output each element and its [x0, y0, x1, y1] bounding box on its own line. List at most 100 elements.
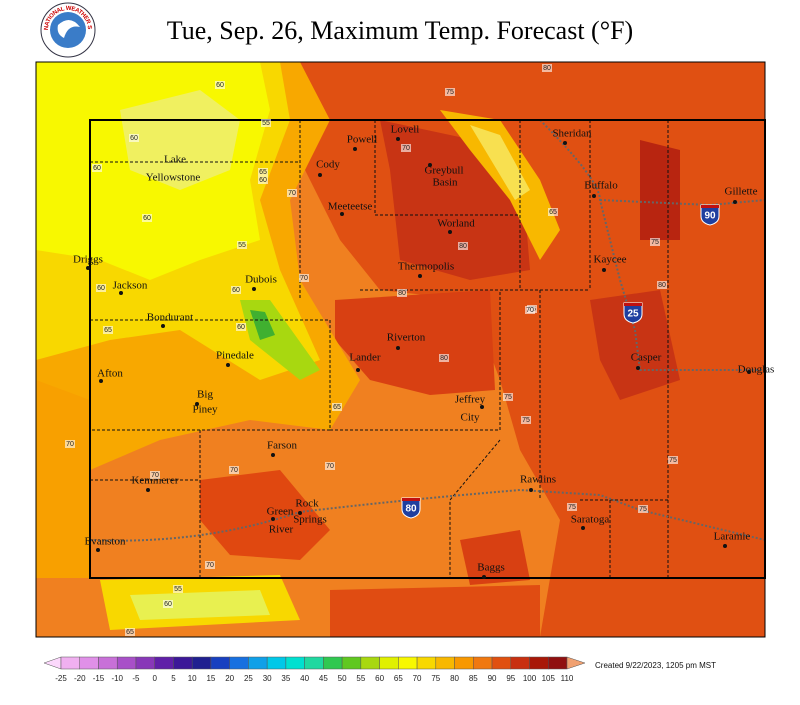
contour-label-bg — [236, 323, 246, 331]
contour-label-bg — [237, 241, 247, 249]
credit: Created 9/22/2023, 1205 pm MST — [595, 661, 716, 670]
legend-swatch — [398, 656, 418, 670]
city-label: Worland — [437, 218, 475, 230]
contour-label-bg — [231, 286, 241, 294]
city-dot — [298, 511, 302, 515]
legend-swatch — [173, 656, 193, 670]
legend-swatch — [135, 656, 155, 670]
shield-label: 25 — [627, 309, 639, 320]
city-label: Green — [267, 506, 294, 518]
city-dot — [747, 370, 751, 374]
contour-label: 60 — [232, 287, 240, 294]
legend-label: 55 — [356, 674, 365, 683]
contour-label-bg — [261, 119, 271, 127]
legend-label: -10 — [111, 674, 123, 683]
legend-label: 75 — [431, 674, 440, 683]
legend-swatch — [79, 656, 99, 670]
contour-label: 60 — [216, 82, 224, 89]
contour-label-bg — [445, 88, 455, 96]
city-label: Powell — [347, 134, 378, 146]
city-label: Bondurant — [147, 312, 193, 324]
contour-label: 80 — [440, 355, 448, 362]
contour-label-bg — [163, 600, 173, 608]
contour-label: 70 — [230, 467, 238, 474]
logo: NATIONAL WEATHER SERVICE — [0, 0, 96, 58]
shield-top — [701, 205, 719, 208]
legend-swatch — [285, 656, 305, 670]
city-label: Riverton — [387, 332, 426, 344]
legend-swatch — [435, 656, 455, 670]
contour-label: 55 — [238, 242, 246, 249]
contour-label-bg — [173, 585, 183, 593]
contour-label-bg — [229, 466, 239, 474]
legend-label: 45 — [319, 674, 328, 683]
contour-label: 60 — [143, 215, 151, 222]
interstate-shield — [401, 497, 421, 519]
interstate-shield — [700, 204, 720, 226]
city-label: Jackson — [113, 280, 148, 292]
legend-label: -5 — [132, 674, 140, 683]
city-label: Evanston — [85, 536, 126, 548]
legend-swatch — [416, 656, 437, 670]
city-label: Casper — [631, 352, 662, 364]
city-label: Pinedale — [216, 350, 254, 362]
contour-label-bg — [258, 168, 268, 176]
legend-label: 0 — [152, 674, 157, 683]
legend-label: 110 — [561, 674, 574, 683]
city-dot — [271, 453, 275, 457]
city-dot — [396, 346, 400, 350]
contour-label: 70 — [151, 472, 159, 479]
city-dot — [318, 173, 322, 177]
contour-label-bg — [548, 208, 558, 216]
city-label: Sheridan — [552, 128, 592, 140]
contour-label-bg — [542, 64, 552, 72]
legend-label: 25 — [244, 674, 253, 683]
contour-label: 70 — [206, 562, 214, 569]
contour-label: 70 — [402, 145, 410, 152]
city-dot — [636, 366, 640, 370]
city-label: Meeteetse — [328, 201, 373, 213]
city-label: Springs — [293, 514, 327, 526]
contour-label-bg — [325, 462, 335, 470]
legend-swatch — [210, 656, 230, 670]
legend-label: 105 — [542, 674, 556, 683]
contour-label: 80 — [543, 65, 551, 72]
contour-label: 60 — [259, 177, 267, 184]
legend-swatch — [248, 656, 268, 670]
contour-label-bg — [668, 456, 678, 464]
contour-label-bg — [521, 416, 531, 424]
city-label: Gillette — [725, 186, 758, 198]
legend-swatch — [323, 656, 343, 670]
city-dot — [418, 274, 422, 278]
city-dot — [226, 363, 230, 367]
city-dot — [733, 200, 737, 204]
contour-label-bg — [65, 440, 75, 448]
contour-label-bg — [439, 354, 449, 362]
contour-label-bg — [150, 471, 160, 479]
legend-swatch — [60, 656, 80, 670]
city-label: City — [461, 412, 480, 424]
city-label: Thermopolis — [398, 261, 454, 273]
city-dot — [448, 230, 452, 234]
city-label: River — [269, 524, 294, 536]
contour-label: 75 — [639, 506, 647, 513]
legend-label: 35 — [281, 674, 290, 683]
contour-label: 70 — [300, 275, 308, 282]
contour-label: 70 — [66, 441, 74, 448]
shield-top — [402, 498, 420, 501]
city-label: Laramie — [714, 531, 751, 543]
map-area — [35, 61, 766, 638]
city-dot — [356, 368, 360, 372]
city-dot — [602, 268, 606, 272]
city-label: Lake — [164, 154, 186, 166]
city-label: Big — [197, 389, 213, 401]
city-label: Kaycee — [594, 254, 627, 266]
legend-swatch — [360, 656, 380, 670]
city-dot — [99, 379, 103, 383]
contour-label-bg — [129, 134, 139, 142]
contour-label: 80 — [459, 243, 467, 250]
legend-label: 95 — [506, 674, 515, 683]
legend-swatch — [154, 656, 174, 670]
legend-label: 65 — [394, 674, 403, 683]
